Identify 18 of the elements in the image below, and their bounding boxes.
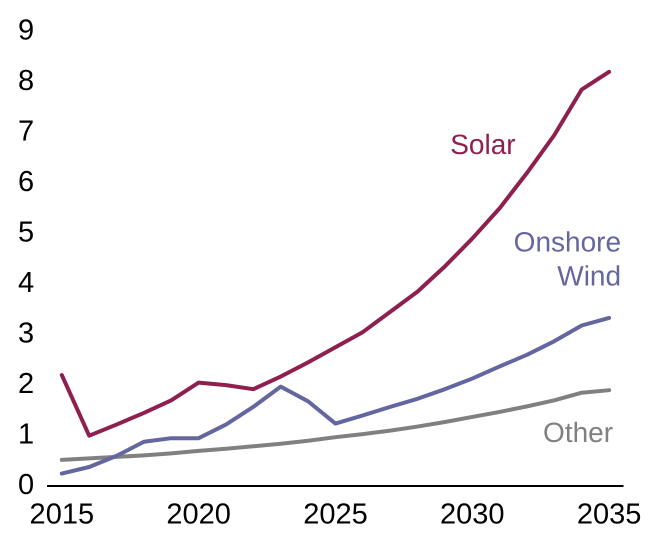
series-label: Onshore Wind bbox=[514, 226, 622, 292]
x-tick-label: 2025 bbox=[303, 498, 368, 531]
y-tick-label: 8 bbox=[18, 64, 34, 97]
y-tick-label: 1 bbox=[18, 418, 34, 451]
series-label: Solar bbox=[450, 128, 516, 160]
x-tick-label: 2030 bbox=[440, 498, 505, 531]
y-tick-label: 9 bbox=[18, 14, 34, 46]
x-tick-label: 2015 bbox=[30, 498, 94, 531]
y-tick-label: 2 bbox=[18, 368, 34, 400]
y-tick-label: 6 bbox=[18, 166, 34, 198]
y-tick-label: 0 bbox=[18, 469, 34, 502]
x-tick-label: 2035 bbox=[576, 498, 642, 531]
y-tick-label: 3 bbox=[18, 318, 34, 350]
y-tick-label: 7 bbox=[18, 115, 34, 148]
y-tick-label: 5 bbox=[18, 216, 34, 249]
x-tick-label: 2020 bbox=[166, 498, 231, 531]
series-label: Other bbox=[543, 416, 614, 448]
y-tick-label: 4 bbox=[18, 267, 34, 300]
